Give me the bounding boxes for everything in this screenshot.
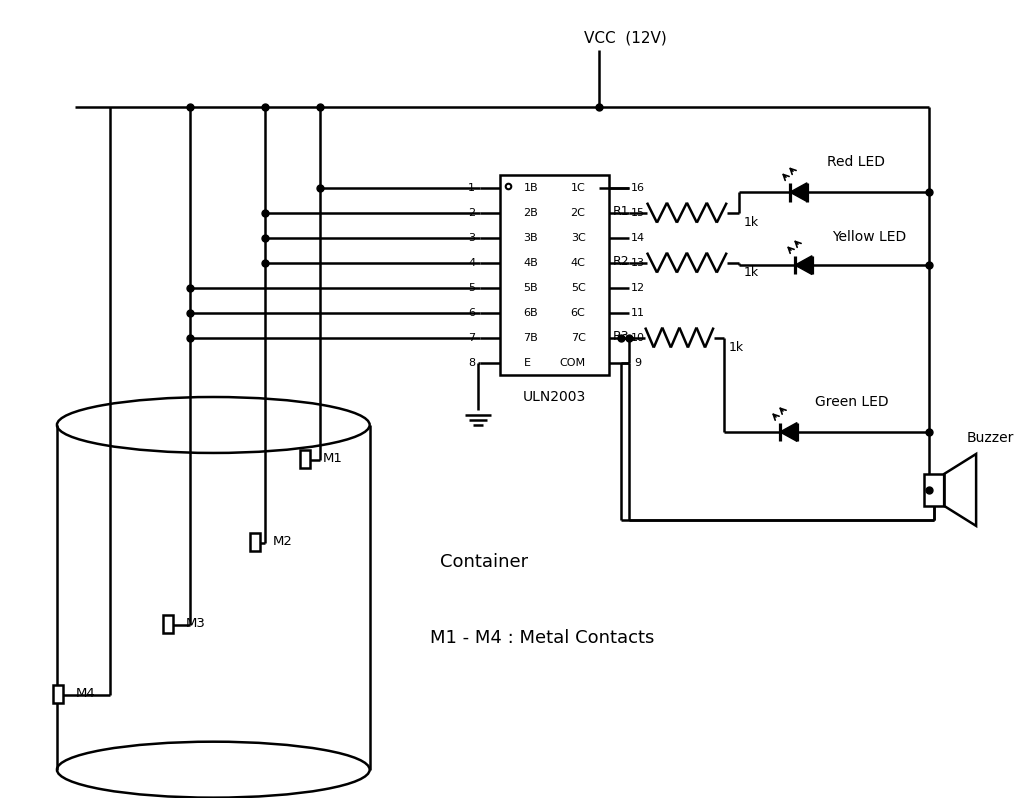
Text: 5: 5 [468,282,475,293]
Polygon shape [944,454,976,526]
Text: Green LED: Green LED [815,395,889,409]
Text: VCC  (12V): VCC (12V) [585,31,668,45]
Text: 1k: 1k [729,341,743,354]
Text: E: E [523,358,530,368]
Text: 2: 2 [468,207,475,218]
Polygon shape [780,423,797,441]
Text: 6C: 6C [570,307,586,318]
Text: 4C: 4C [570,258,586,267]
Text: 1B: 1B [523,183,539,192]
Text: 15: 15 [631,207,644,218]
Bar [163,614,173,633]
Text: 7: 7 [468,333,475,342]
Ellipse shape [57,397,370,453]
Text: 4: 4 [468,258,475,267]
Text: 1: 1 [468,183,475,192]
Text: Yellow LED: Yellow LED [833,230,906,244]
Text: M1: M1 [323,452,343,465]
Text: 3C: 3C [570,233,586,243]
Text: 7C: 7C [570,333,586,342]
Text: 6: 6 [468,307,475,318]
Bar [53,685,62,703]
Text: 2C: 2C [570,207,586,218]
Text: 3B: 3B [523,233,539,243]
Text: Container: Container [439,553,527,571]
Polygon shape [790,183,807,202]
Text: 1k: 1k [743,216,759,229]
Text: R1: R1 [612,205,630,218]
Text: COM: COM [559,358,586,368]
Text: ULN2003: ULN2003 [523,390,586,404]
Text: M2: M2 [272,535,293,548]
Text: 5B: 5B [523,282,539,293]
Text: 16: 16 [631,183,644,192]
Text: 1C: 1C [570,183,586,192]
Ellipse shape [57,741,370,798]
Text: Red LED: Red LED [827,156,886,169]
Text: M4: M4 [76,687,95,700]
Text: R3: R3 [612,330,630,343]
Text: 9: 9 [634,358,641,368]
Text: 1k: 1k [743,266,759,279]
Text: M1 - M4 : Metal Contacts: M1 - M4 : Metal Contacts [430,629,654,647]
Text: 3: 3 [468,233,475,243]
Text: 14: 14 [631,233,644,243]
Text: M3: M3 [185,618,206,630]
Text: 13: 13 [631,258,644,267]
Bar [300,450,309,468]
Bar [925,474,944,506]
Text: 7B: 7B [523,333,539,342]
Text: 6B: 6B [523,307,539,318]
Text: Buzzer: Buzzer [966,431,1014,445]
Bar [500,176,609,375]
Text: 12: 12 [631,282,644,293]
Text: 5C: 5C [570,282,586,293]
Text: 8: 8 [468,358,475,368]
Text: 11: 11 [631,307,644,318]
Bar [250,533,260,551]
Polygon shape [795,256,812,275]
Text: 4B: 4B [523,258,539,267]
Text: R2: R2 [612,255,630,268]
Text: 2B: 2B [523,207,539,218]
Text: 10: 10 [631,333,644,342]
